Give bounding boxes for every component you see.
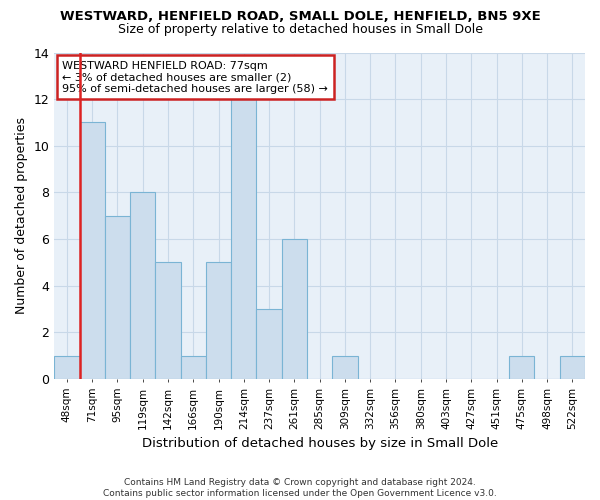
Text: Size of property relative to detached houses in Small Dole: Size of property relative to detached ho… bbox=[118, 22, 482, 36]
Bar bbox=[509, 356, 535, 379]
Bar bbox=[206, 262, 231, 379]
Bar bbox=[256, 309, 282, 379]
Bar bbox=[282, 239, 307, 379]
Text: Contains HM Land Registry data © Crown copyright and database right 2024.
Contai: Contains HM Land Registry data © Crown c… bbox=[103, 478, 497, 498]
Bar bbox=[54, 356, 80, 379]
Bar bbox=[105, 216, 130, 379]
Bar bbox=[332, 356, 358, 379]
X-axis label: Distribution of detached houses by size in Small Dole: Distribution of detached houses by size … bbox=[142, 437, 498, 450]
Bar bbox=[155, 262, 181, 379]
Bar bbox=[560, 356, 585, 379]
Bar bbox=[130, 192, 155, 379]
Text: WESTWARD, HENFIELD ROAD, SMALL DOLE, HENFIELD, BN5 9XE: WESTWARD, HENFIELD ROAD, SMALL DOLE, HEN… bbox=[59, 10, 541, 23]
Text: WESTWARD HENFIELD ROAD: 77sqm
← 3% of detached houses are smaller (2)
95% of sem: WESTWARD HENFIELD ROAD: 77sqm ← 3% of de… bbox=[62, 60, 328, 94]
Bar bbox=[231, 99, 256, 379]
Bar bbox=[181, 356, 206, 379]
Bar bbox=[80, 122, 105, 379]
Y-axis label: Number of detached properties: Number of detached properties bbox=[15, 117, 28, 314]
